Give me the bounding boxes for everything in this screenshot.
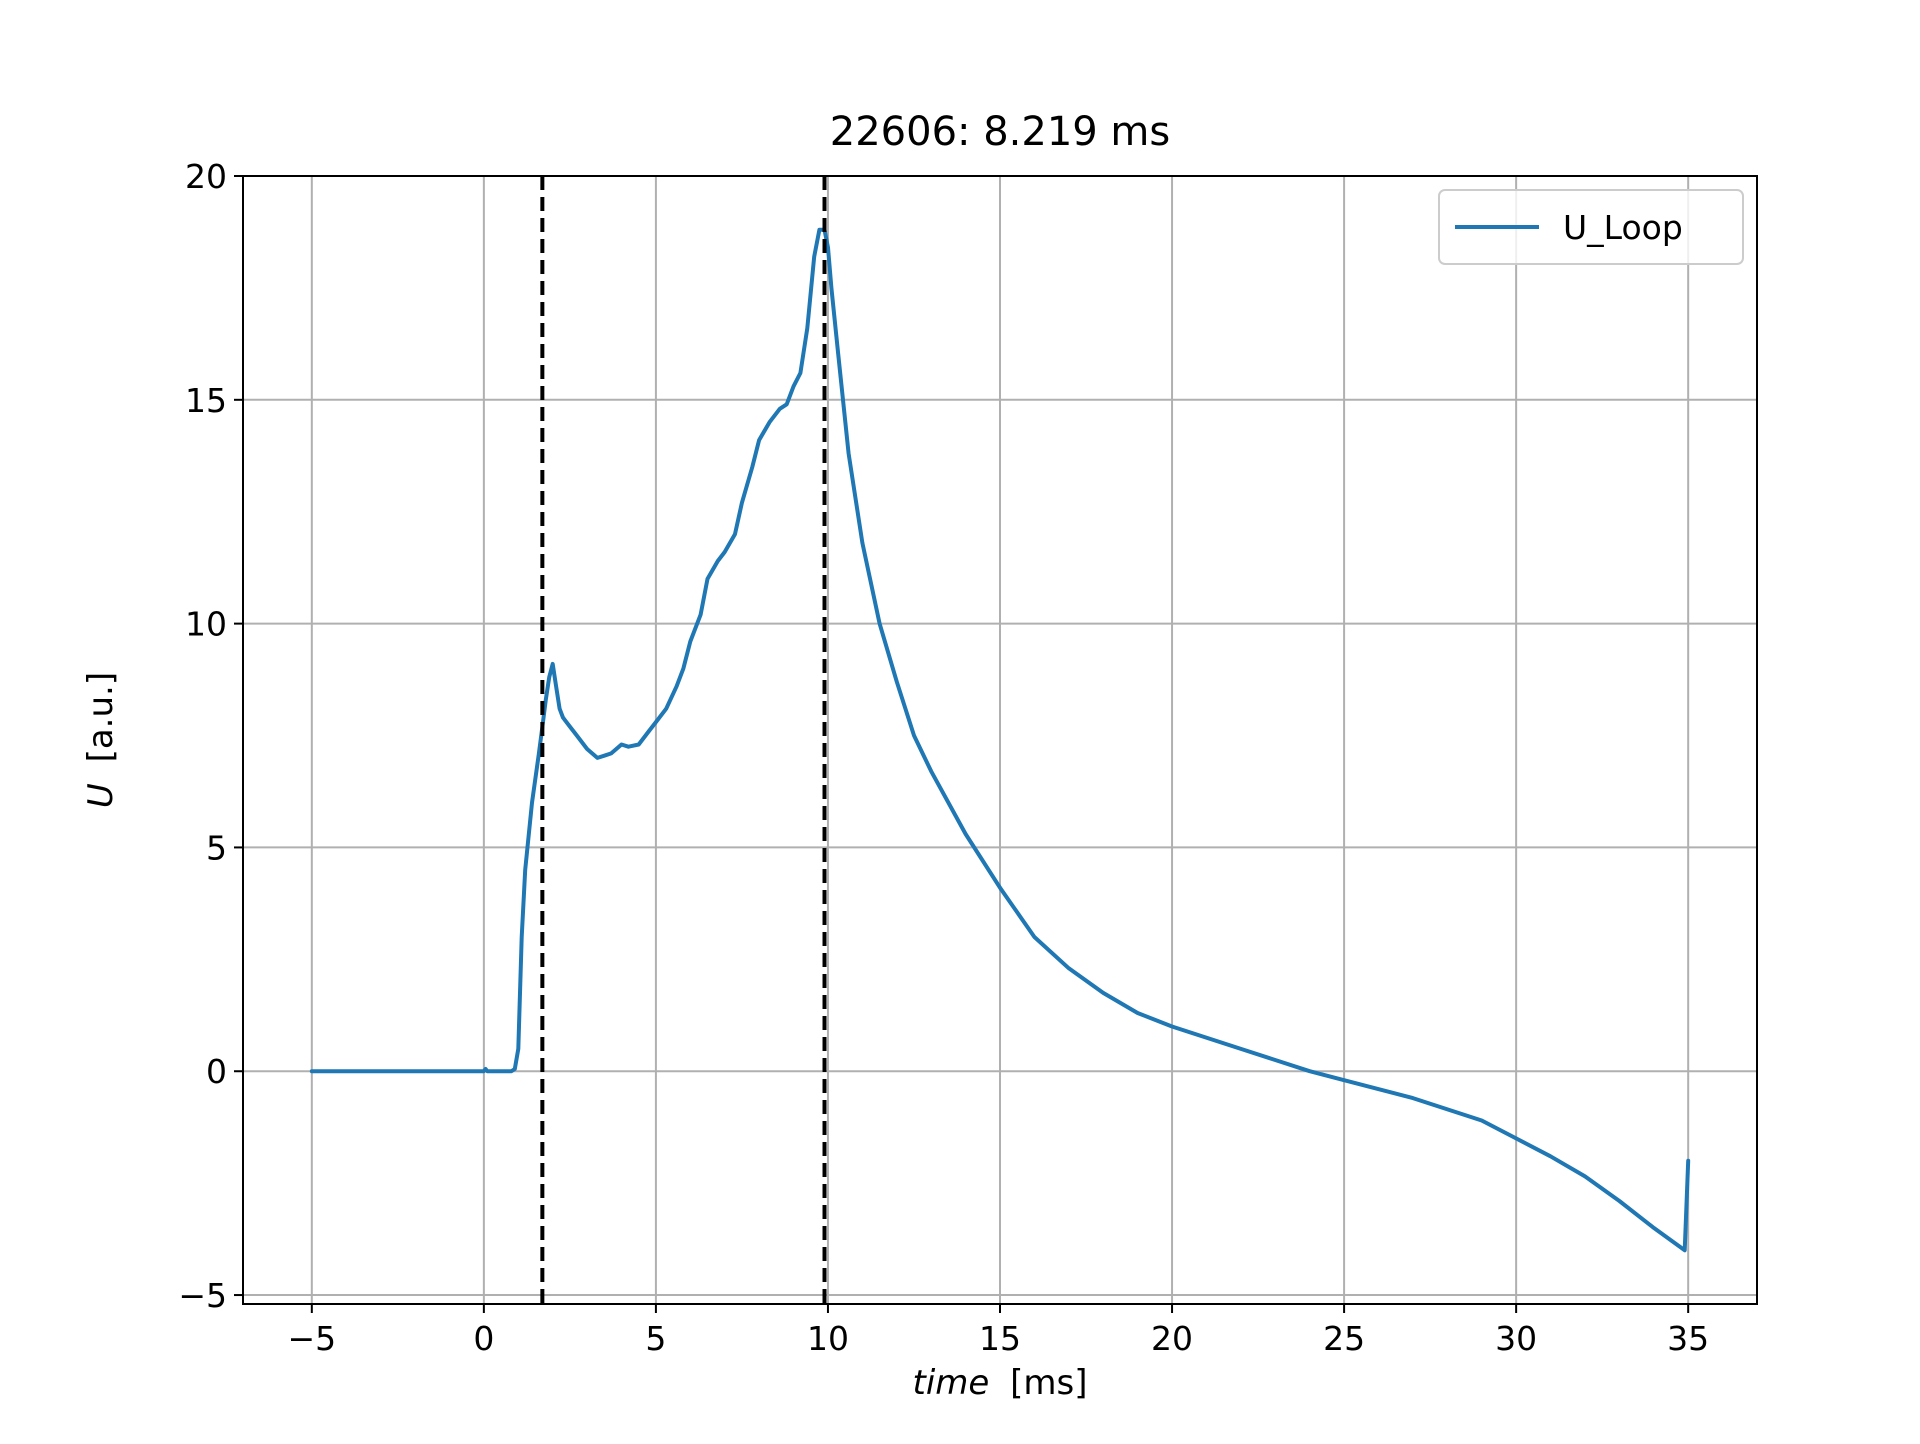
y-axis-variable: U	[81, 783, 121, 808]
series-line-u-loop	[309, 227, 1691, 1253]
y-tick-label: 5	[206, 828, 227, 867]
series-layer	[309, 227, 1691, 1253]
legend-label-u-loop: U_Loop	[1563, 208, 1683, 247]
x-axis-unit: [ms]	[1010, 1363, 1087, 1403]
legend: U_Loop	[1438, 189, 1744, 265]
axis-ticks: −5 0 5 10 15 20 25 30 35 −5 0 5 10 15 20	[178, 157, 1709, 1358]
x-axis-variable: time	[912, 1363, 989, 1403]
x-tick-label: 30	[1495, 1319, 1537, 1358]
x-tick-label: 0	[473, 1319, 494, 1358]
y-tick-label: 10	[185, 605, 227, 644]
x-tick-label: 15	[979, 1319, 1021, 1358]
y-tick-label: 15	[185, 381, 227, 420]
x-axis-title: time [ms]	[912, 1363, 1087, 1403]
x-tick-label: 10	[807, 1319, 849, 1358]
x-tick-label: −5	[287, 1319, 336, 1358]
x-tick-label: 25	[1323, 1319, 1365, 1358]
x-tick-label: 5	[645, 1319, 666, 1358]
legend-frame	[1438, 189, 1744, 265]
y-axis-unit: [a.u.]	[81, 672, 121, 763]
x-tick-label: 20	[1151, 1319, 1193, 1358]
y-tick-label: 0	[206, 1052, 227, 1091]
y-axis-title: U [a.u.]	[81, 672, 121, 808]
x-tick-label: 35	[1667, 1319, 1709, 1358]
y-tick-label: 20	[185, 157, 227, 196]
chart-title: 22606: 8.219 ms	[830, 109, 1170, 155]
y-tick-label: −5	[178, 1276, 227, 1315]
